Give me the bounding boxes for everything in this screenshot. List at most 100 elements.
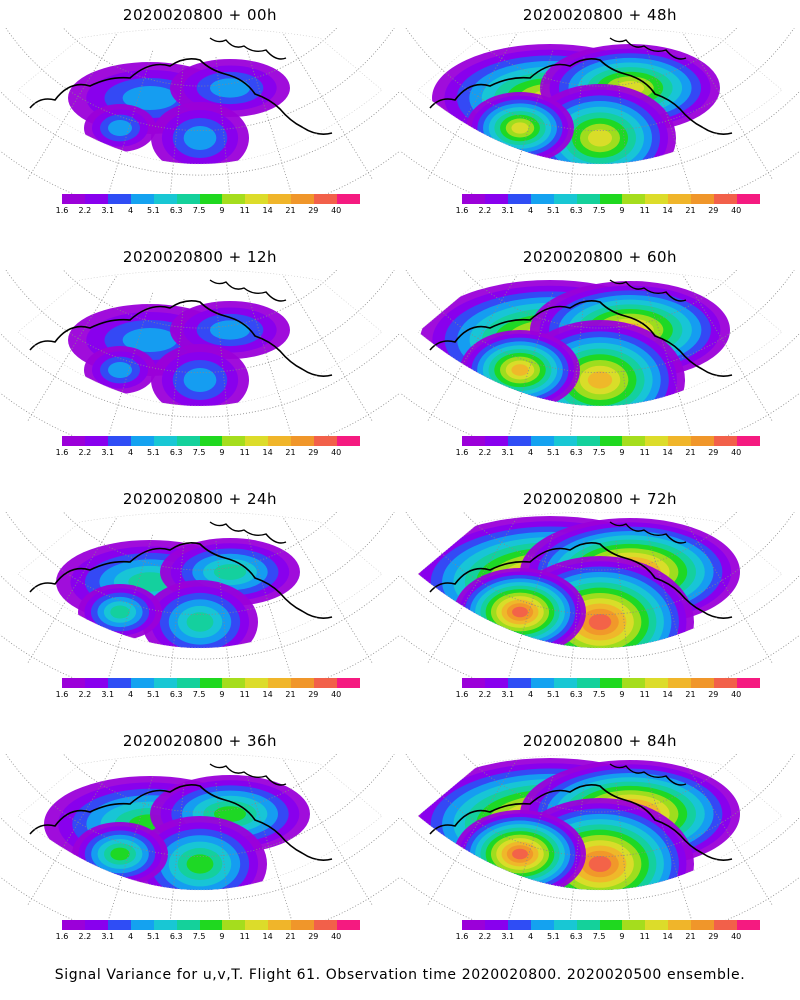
colorbar-tick-label: 6.3 [569,448,583,457]
colorbar-swatch [268,194,292,204]
colorbar-tick-label: 11 [239,932,250,941]
colorbar-tick-label: 7.5 [592,448,606,457]
colorbar-swatch [668,436,692,446]
colorbar-tick-label: 5.1 [547,448,560,457]
colorbar-swatch [245,920,269,930]
panel-title: 2020020800 + 84h [522,732,678,750]
colorbar-tick-label: 6.3 [169,206,183,215]
colorbar-tick-label: 14 [262,690,273,699]
colorbar-swatch [107,920,131,930]
colorbar-tick-label: 2.2 [478,690,492,699]
colorbar-swatch [314,436,338,446]
colorbar-swatch [714,920,738,930]
colorbar-tick-label: 14 [262,448,273,457]
colorbar-tick-label: 7.5 [592,690,606,699]
forecast-panel: 2020020800 + 00h 1.6 2.2 3.1 4 5.1 6.3 7.5 9 11 14… [0,0,400,244]
colorbar-swatch [245,194,269,204]
colorbar-swatch [737,194,760,204]
colorbar-tick-label: 9 [619,448,625,457]
colorbar-tick-label: 29 [308,690,319,699]
colorbar-swatch [130,678,154,688]
colorbar-swatch [668,920,692,930]
colorbar-swatch [645,194,669,204]
colorbar-swatch [291,678,315,688]
colorbar-tick-label: 11 [239,206,250,215]
variance-map [400,270,800,438]
colorbar-swatch [599,436,623,446]
colorbar-tick-label: 3.1 [501,206,515,215]
colorbar-tick-label: 40 [731,448,742,457]
forecast-panel: 2020020800 + 84h 1.6 2.2 3.1 4 5.1 6.3 7.5 9 11 14… [400,726,800,970]
colorbar-swatch [199,678,223,688]
colorbar-swatch [84,920,108,930]
colorbar-tick-label: 40 [731,932,742,941]
colorbar-swatch [222,436,246,446]
colorbar-swatch [622,920,646,930]
colorbar-swatch [337,678,360,688]
colorbar-tick-label: 29 [308,448,319,457]
colorbar-swatch [576,678,600,688]
colorbar-tick-label: 4 [527,448,534,457]
colorbar-tick-label: 2.2 [478,448,492,457]
colorbar-swatch [268,436,292,446]
colorbar-swatch [668,194,692,204]
colorbar-swatch [484,920,508,930]
colorbar-swatch [337,436,360,446]
colorbar-tick-label: 21 [285,690,296,699]
panel-title: 2020020800 + 60h [522,248,678,266]
colorbar-tick-label: 3.1 [101,932,115,941]
colorbar-tick-label: 3.1 [101,206,115,215]
colorbar-swatch [622,194,646,204]
colorbar-tick-label: 3.1 [501,690,515,699]
colorbar-tick-label: 4 [527,206,534,215]
colorbar-tick-label: 2.2 [78,448,92,457]
colorbar-swatch [291,194,315,204]
colorbar-swatch [599,678,623,688]
colorbar-tick-label: 14 [662,206,673,215]
colorbar-tick-label: 5.1 [147,690,160,699]
colorbar-tick-label: 5.1 [147,206,160,215]
colorbar-swatch [530,194,554,204]
colorbar-swatch [222,194,246,204]
colorbar-tick-label: 1.6 [455,932,469,941]
colorbar-ticks: 1.6 2.2 3.1 4 5.1 6.3 7.5 9 11 14 21 29 40 [56,206,360,218]
colorbar-swatch [62,436,85,446]
panel-title: 2020020800 + 12h [122,248,278,266]
colorbar-swatch [462,194,485,204]
colorbar-tick-label: 29 [308,932,319,941]
colorbar-tick-label: 29 [308,206,319,215]
colorbar-tick-label: 4 [127,206,134,215]
colorbar-swatch [737,678,760,688]
colorbar-tick-label: 6.3 [169,932,183,941]
colorbar-tick-label: 9 [219,932,225,941]
colorbar-ticks: 1.6 2.2 3.1 4 5.1 6.3 7.5 9 11 14 21 29 40 [56,690,360,702]
colorbar-tick-label: 5.1 [147,932,160,941]
variance-map [0,754,400,922]
colorbar-tick-label: 11 [639,206,650,215]
colorbar-swatch [553,436,577,446]
colorbar-swatch [153,436,177,446]
colorbar-tick-label: 40 [331,206,342,215]
colorbar [462,678,760,688]
colorbar-swatch [337,194,360,204]
colorbar-tick-label: 40 [331,448,342,457]
colorbar-tick-label: 40 [731,206,742,215]
colorbar-swatch [576,436,600,446]
variance-map [0,512,400,680]
colorbar-tick-label: 7.5 [192,448,206,457]
colorbar-tick-label: 11 [239,448,250,457]
colorbar-swatch [484,194,508,204]
colorbar [62,436,360,446]
colorbar-tick-label: 21 [285,932,296,941]
colorbar-tick-label: 21 [285,448,296,457]
forecast-panel: 2020020800 + 60h 1.6 2.2 3.1 4 5.1 6.3 7.5 9 11 14… [400,242,800,486]
colorbar-tick-label: 21 [685,932,696,941]
panel-title: 2020020800 + 24h [122,490,278,508]
colorbar-swatch [553,920,577,930]
colorbar-tick-label: 11 [639,932,650,941]
colorbar-swatch [62,920,85,930]
colorbar-swatch [268,678,292,688]
colorbar-swatch [599,920,623,930]
colorbar [462,194,760,204]
